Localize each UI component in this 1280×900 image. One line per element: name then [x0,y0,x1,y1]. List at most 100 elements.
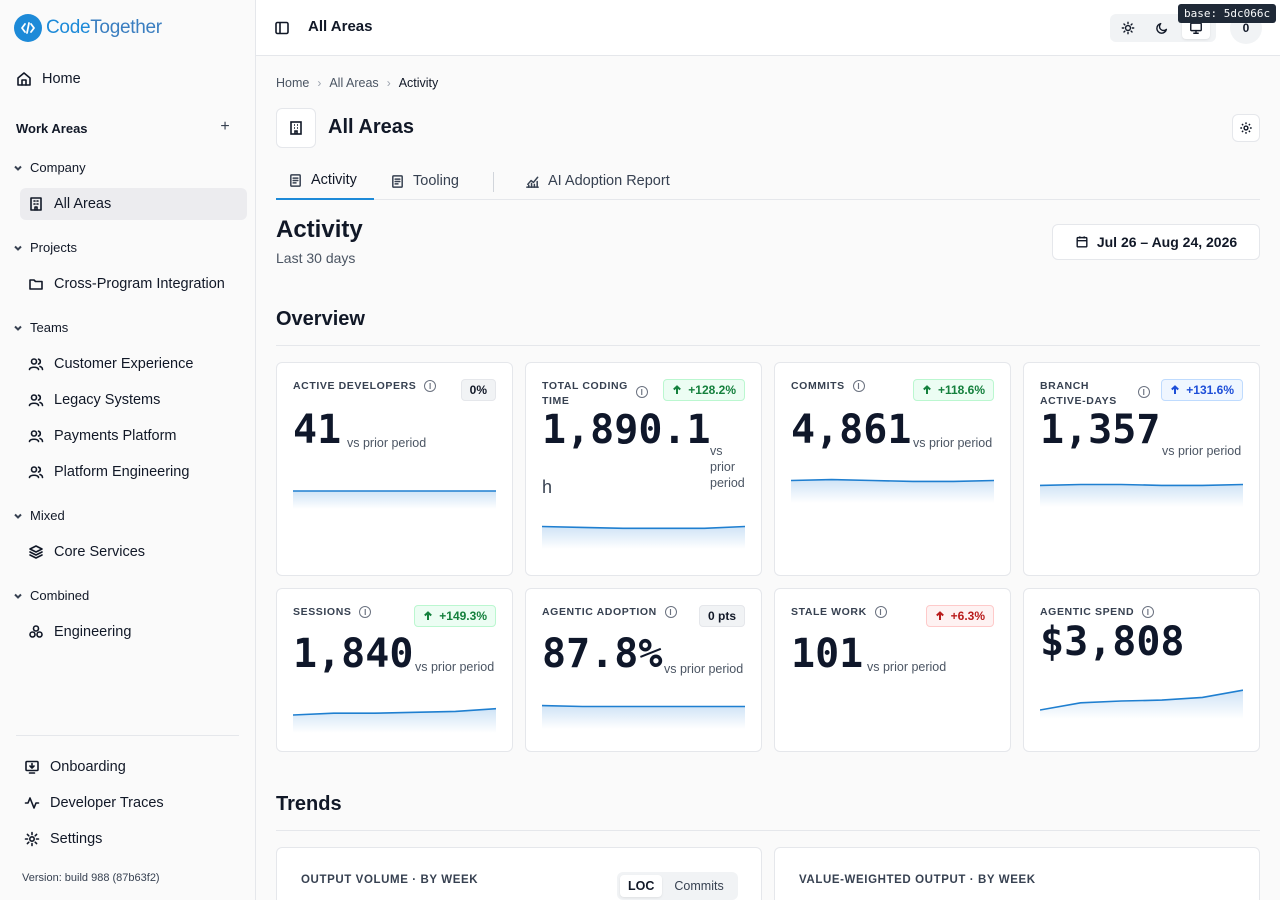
light-theme-button[interactable] [1114,17,1142,39]
group-teams-label: Teams [30,320,69,335]
breadcrumb: Home › All Areas › Activity [276,76,438,90]
commits-toggle-button[interactable]: Commits [674,879,724,893]
chevron-right-icon: › [386,76,391,90]
sidebar-item-label: Platform Engineering [54,464,190,480]
nav-settings[interactable]: Settings [24,831,102,847]
info-icon[interactable]: i [1142,606,1155,618]
nav-developer-traces[interactable]: Developer Traces [24,795,164,811]
sidebar-item-cross-program[interactable]: Cross-Program Integration [20,268,247,300]
chevron-down-icon [14,325,22,331]
sparkline [791,478,994,503]
change-badge-text: 0 pts [707,609,736,623]
sparkline-area [791,479,994,503]
metric-label-text: SESSIONS [293,606,352,618]
info-icon[interactable]: i [874,606,887,618]
metric-label-line: TOTAL CODING [542,380,628,392]
sidebar-divider [16,735,239,736]
info-icon[interactable]: i [664,606,677,618]
sparkline-area [1040,484,1243,507]
info-icon[interactable]: i [636,386,648,398]
sparkline-area [542,526,745,549]
sidebar-item-engineering[interactable]: Engineering [20,616,247,648]
group-mixed-label: Mixed [30,508,65,523]
metric-label: TOTAL CODING TIME i [542,379,648,409]
breadcrumb-home[interactable]: Home [276,76,310,90]
info-icon[interactable]: i [359,606,372,618]
group-company-label: Company [30,160,86,175]
group-combined[interactable]: Combined [12,588,89,603]
blocks-icon [29,625,43,638]
change-badge: +118.6% [912,379,994,401]
comparison-text: vs prior period [664,662,744,676]
page-settings-button[interactable] [1232,114,1260,142]
date-range-label: Jul 26 – Aug 24, 2026 [1096,234,1238,250]
sparkline [293,707,496,733]
sparkline [1040,483,1243,507]
group-projects[interactable]: Projects [12,240,77,255]
nav-onboarding-label: Onboarding [50,759,126,775]
sparkline-line [1040,689,1243,711]
tab-tooling[interactable]: Tooling [390,162,459,200]
users-icon [28,394,44,407]
sidebar-item-payments-platform[interactable]: Payments Platform [20,420,247,452]
users-icon [28,430,44,443]
sidebar: CodeTogether Home Work Areas + Company A… [0,0,256,900]
change-badge-text: +118.6% [937,383,985,397]
metric-value: 41 [293,407,342,453]
add-work-area-button[interactable]: + [220,118,230,135]
chevron-down-icon [14,513,22,519]
sidebar-toggle-icon[interactable] [274,20,290,36]
metric-value: 1,357 [1040,407,1161,453]
info-icon[interactable]: i [1138,386,1150,398]
sparkline [293,490,496,509]
sparkline-line [293,707,496,716]
output-volume-toggle: LOC Commits [617,872,738,900]
change-badge-text: 0% [469,383,487,397]
main-content: Home › All Areas › Activity All Areas Ac… [256,56,1280,900]
metric-value: 4,861 [791,407,912,453]
sidebar-item-legacy-systems[interactable]: Legacy Systems [20,384,247,416]
metric-value: 87.8% [542,631,663,677]
nav-home[interactable]: Home [16,71,81,87]
sparkline-line [1040,483,1243,487]
sidebar-item-customer-experience[interactable]: Customer Experience [20,348,247,380]
sidebar-item-core-services[interactable]: Core Services [20,536,247,568]
tab-ai-adoption-label: AI Adoption Report [548,173,670,189]
metric-label-text: TOTAL CODING TIME [542,379,632,409]
logo[interactable]: CodeTogether [14,14,162,42]
group-mixed[interactable]: Mixed [12,508,65,523]
folder-icon [29,279,43,290]
change-badge-text: +128.2% [688,383,736,397]
sidebar-item-all-areas[interactable]: All Areas [20,188,247,220]
change-badge-text: +149.3% [439,609,487,623]
metric-label-text: STALE WORK [791,606,867,618]
home-icon [17,72,31,86]
dark-theme-button[interactable] [1148,17,1176,39]
tab-activity[interactable]: Activity [276,162,374,200]
group-teams[interactable]: Teams [12,320,68,335]
activity-icon [24,797,40,809]
metric-label-text: AGENTIC SPEND [1040,606,1135,618]
tab-ai-adoption-report[interactable]: AI Adoption Report [525,162,670,200]
metric-label-text: BRANCH ACTIVE-DAYS [1040,379,1130,409]
value-weighted-card: VALUE-WEIGHTED OUTPUT · BY WEEK [774,847,1260,900]
document-icon [392,174,403,188]
sparkline-line [791,478,994,483]
date-range-button[interactable]: Jul 26 – Aug 24, 2026 [1052,224,1260,260]
sparkline [542,704,745,729]
loc-toggle-button[interactable]: LOC [620,875,663,897]
group-company[interactable]: Company [12,160,86,175]
metric-label: AGENTIC ADOPTION i [542,605,677,620]
arrow-up-icon [424,611,433,620]
sidebar-item-label: Core Services [54,544,146,560]
version-text: Version: build 988 (87b63f2) [22,872,160,884]
change-badge: +128.2% [663,379,745,401]
nav-onboarding[interactable]: Onboarding [24,759,126,775]
sidebar-item-platform-engineering[interactable]: Platform Engineering [20,456,247,488]
code-brackets-icon [14,14,42,42]
breadcrumb-all-areas[interactable]: All Areas [329,76,379,90]
metric-label: COMMITS i [791,379,865,394]
info-icon[interactable]: i [852,380,865,392]
arrow-up-icon [1171,385,1180,394]
info-icon[interactable]: i [424,380,437,392]
